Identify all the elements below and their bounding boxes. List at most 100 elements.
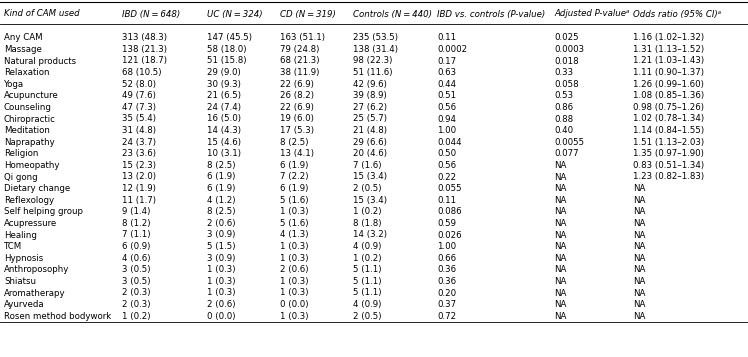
Text: 0.94: 0.94 (437, 115, 456, 124)
Text: 24 (3.7): 24 (3.7) (122, 138, 156, 147)
Text: 0.86: 0.86 (554, 103, 573, 112)
Text: 2 (0.6): 2 (0.6) (207, 219, 236, 228)
Text: 38 (11.9): 38 (11.9) (280, 68, 319, 77)
Text: 19 (6.0): 19 (6.0) (280, 115, 314, 124)
Text: 30 (9.3): 30 (9.3) (207, 80, 241, 89)
Text: 58 (18.0): 58 (18.0) (207, 45, 247, 54)
Text: Acupuncture: Acupuncture (4, 91, 59, 100)
Text: 147 (45.5): 147 (45.5) (207, 33, 252, 42)
Text: 8 (2.5): 8 (2.5) (207, 207, 236, 216)
Text: 49 (7.6): 49 (7.6) (122, 91, 156, 100)
Text: 1.14 (0.84–1.55): 1.14 (0.84–1.55) (633, 126, 704, 135)
Text: 0.025: 0.025 (554, 33, 579, 42)
Text: IBD (N = 648): IBD (N = 648) (122, 10, 180, 19)
Text: 0.98 (0.75–1.26): 0.98 (0.75–1.26) (633, 103, 704, 112)
Text: 22 (6.9): 22 (6.9) (280, 80, 314, 89)
Text: 1 (0.3): 1 (0.3) (280, 242, 308, 251)
Text: Shiatsu: Shiatsu (4, 277, 36, 286)
Text: 138 (21.3): 138 (21.3) (122, 45, 167, 54)
Text: 0.56: 0.56 (437, 161, 456, 170)
Text: 1 (0.3): 1 (0.3) (280, 277, 308, 286)
Text: 0 (0.0): 0 (0.0) (280, 300, 308, 309)
Text: NA: NA (633, 312, 646, 321)
Text: 24 (7.4): 24 (7.4) (207, 103, 241, 112)
Text: 17 (5.3): 17 (5.3) (280, 126, 314, 135)
Text: Any CAM: Any CAM (4, 33, 43, 42)
Text: 7 (1.1): 7 (1.1) (122, 231, 150, 240)
Text: NA: NA (554, 288, 566, 297)
Text: 1.26 (0.99–1.60): 1.26 (0.99–1.60) (633, 80, 704, 89)
Text: 1.00: 1.00 (437, 242, 456, 251)
Text: 21 (4.8): 21 (4.8) (353, 126, 387, 135)
Text: 25 (5.7): 25 (5.7) (353, 115, 387, 124)
Text: NA: NA (633, 277, 646, 286)
Text: 51 (15.8): 51 (15.8) (207, 56, 247, 65)
Text: 0.36: 0.36 (437, 265, 456, 274)
Text: 7 (2.2): 7 (2.2) (280, 172, 308, 181)
Text: 15 (4.6): 15 (4.6) (207, 138, 241, 147)
Text: 13 (2.0): 13 (2.0) (122, 172, 156, 181)
Text: 22 (6.9): 22 (6.9) (280, 103, 314, 112)
Text: 15 (3.4): 15 (3.4) (353, 172, 387, 181)
Text: Odds ratio (95% CI)ᵃ: Odds ratio (95% CI)ᵃ (633, 10, 721, 19)
Text: 0.56: 0.56 (437, 103, 456, 112)
Text: 15 (3.4): 15 (3.4) (353, 196, 387, 205)
Text: 0 (0.0): 0 (0.0) (207, 312, 236, 321)
Text: 0.11: 0.11 (437, 33, 456, 42)
Text: Counseling: Counseling (4, 103, 52, 112)
Text: NA: NA (633, 265, 646, 274)
Text: 1.35 (0.97–1.90): 1.35 (0.97–1.90) (633, 149, 704, 158)
Text: 0.17: 0.17 (437, 56, 456, 65)
Text: 7 (1.6): 7 (1.6) (353, 161, 381, 170)
Text: 0.53: 0.53 (554, 91, 573, 100)
Text: 5 (1.1): 5 (1.1) (353, 277, 381, 286)
Text: 6 (1.9): 6 (1.9) (207, 172, 236, 181)
Text: Acupressure: Acupressure (4, 219, 58, 228)
Text: 1.31 (1.13–1.52): 1.31 (1.13–1.52) (633, 45, 704, 54)
Text: 35 (5.4): 35 (5.4) (122, 115, 156, 124)
Text: 0.0003: 0.0003 (554, 45, 584, 54)
Text: Aromatherapy: Aromatherapy (4, 288, 66, 297)
Text: 14 (4.3): 14 (4.3) (207, 126, 241, 135)
Text: 14 (3.2): 14 (3.2) (353, 231, 387, 240)
Text: IBD vs. controls (P-value): IBD vs. controls (P-value) (437, 10, 545, 19)
Text: 3 (0.9): 3 (0.9) (207, 231, 236, 240)
Text: Self helping group: Self helping group (4, 207, 83, 216)
Text: Relaxation: Relaxation (4, 68, 49, 77)
Text: 9 (1.4): 9 (1.4) (122, 207, 150, 216)
Text: 6 (1.9): 6 (1.9) (280, 161, 308, 170)
Text: 20 (4.6): 20 (4.6) (353, 149, 387, 158)
Text: 16 (5.0): 16 (5.0) (207, 115, 241, 124)
Text: NA: NA (554, 242, 566, 251)
Text: 1 (0.2): 1 (0.2) (122, 312, 150, 321)
Text: Natural products: Natural products (4, 56, 76, 65)
Text: 3 (0.5): 3 (0.5) (122, 277, 150, 286)
Text: UC (N = 324): UC (N = 324) (207, 10, 263, 19)
Text: 5 (1.5): 5 (1.5) (207, 242, 236, 251)
Text: 4 (0.9): 4 (0.9) (353, 300, 381, 309)
Text: 1.11 (0.90–1.37): 1.11 (0.90–1.37) (633, 68, 704, 77)
Text: 42 (9.6): 42 (9.6) (353, 80, 387, 89)
Text: NA: NA (633, 231, 646, 240)
Text: NA: NA (554, 312, 566, 321)
Text: 0.044: 0.044 (437, 138, 462, 147)
Text: 0.018: 0.018 (554, 56, 579, 65)
Text: 21 (6.5): 21 (6.5) (207, 91, 241, 100)
Text: 0.0002: 0.0002 (437, 45, 467, 54)
Text: CD (N = 319): CD (N = 319) (280, 10, 336, 19)
Text: 1 (0.3): 1 (0.3) (280, 207, 308, 216)
Text: 1.08 (0.85–1.36): 1.08 (0.85–1.36) (633, 91, 704, 100)
Text: 1 (0.3): 1 (0.3) (207, 265, 236, 274)
Text: 11 (1.7): 11 (1.7) (122, 196, 156, 205)
Text: NA: NA (554, 277, 566, 286)
Text: NA: NA (554, 161, 566, 170)
Text: 39 (8.9): 39 (8.9) (353, 91, 387, 100)
Text: 1.21 (1.03–1.43): 1.21 (1.03–1.43) (633, 56, 704, 65)
Text: 79 (24.8): 79 (24.8) (280, 45, 319, 54)
Text: 1.16 (1.02–1.32): 1.16 (1.02–1.32) (633, 33, 704, 42)
Text: 0.0055: 0.0055 (554, 138, 584, 147)
Text: Controls (N = 440): Controls (N = 440) (353, 10, 432, 19)
Text: 23 (3.6): 23 (3.6) (122, 149, 156, 158)
Text: Qi gong: Qi gong (4, 172, 37, 181)
Text: 10 (3.1): 10 (3.1) (207, 149, 241, 158)
